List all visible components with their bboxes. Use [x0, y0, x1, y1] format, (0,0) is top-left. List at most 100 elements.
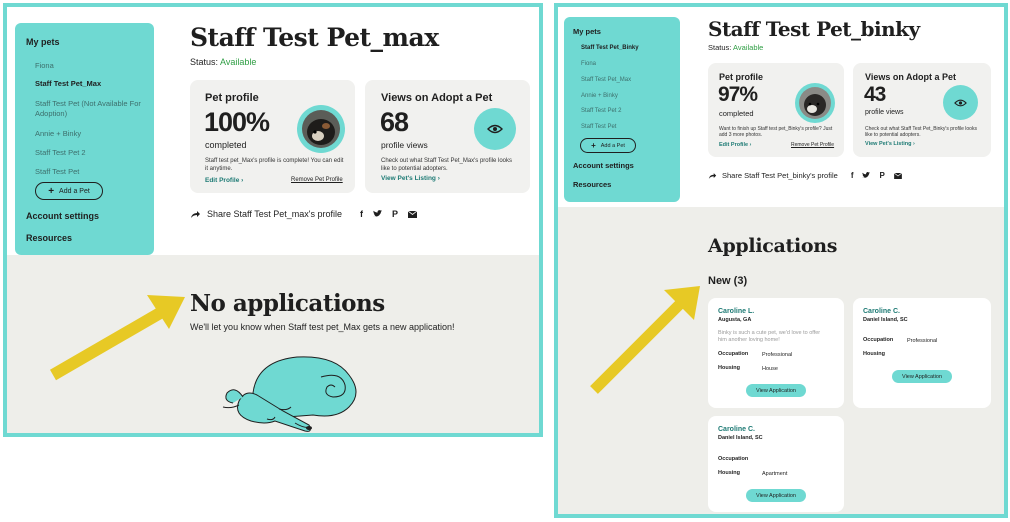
profile-completion-label: completed — [205, 140, 247, 150]
pet-profile-card-title: Pet profile — [205, 92, 259, 104]
sidebar-item-staff-test-pet-max[interactable]: Staff Test Pet_Max — [581, 77, 632, 83]
occupation-value: Professional — [762, 352, 793, 358]
add-pet-label: Add a Pet — [600, 142, 625, 149]
view-application-button[interactable]: View Application — [746, 489, 806, 502]
views-description: Check out what Staff Test Pet_Max's prof… — [381, 158, 512, 172]
dog-photo — [799, 87, 831, 119]
edit-profile-link[interactable]: Edit Profile › — [205, 177, 244, 184]
share-row: Share Staff Test Pet_max's profile f P — [190, 209, 417, 219]
sidebar-item-staff-test-pet-not-available[interactable]: Staff Test Pet (Not Available For — [35, 99, 141, 108]
share-text[interactable]: Share Staff Test Pet_binky's profile — [722, 171, 838, 180]
applicant-name[interactable]: Caroline L. — [718, 308, 755, 315]
sidebar-item-staff-test-pet-2[interactable]: Staff Test Pet 2 — [35, 148, 86, 157]
pet-avatar — [297, 105, 345, 153]
sidebar-item-fiona[interactable]: Fiona — [35, 61, 54, 70]
page-title: Staff Test Pet_binky — [708, 17, 920, 41]
sleeping-dog-illustration — [222, 356, 357, 432]
sidebar-item-annie-binky[interactable]: Annie + Binky — [35, 129, 82, 138]
pinterest-icon[interactable]: P — [391, 209, 398, 219]
status-value: Available — [733, 43, 764, 52]
pet-profile-card: Pet profile 100% completed Staff test pe… — [190, 80, 355, 193]
remove-pet-profile-link[interactable]: Remove Pet Profile — [791, 142, 835, 148]
sidebar-item-staff-test-pet[interactable]: Staff Test Pet — [35, 167, 80, 176]
sidebar-item-staff-test-pet-not-available-cont[interactable]: Adoption) — [35, 109, 68, 118]
edit-profile-link[interactable]: Edit Profile › — [719, 142, 752, 148]
new-applications-count: New (3) — [708, 275, 748, 287]
sidebar-account-settings[interactable]: Account settings — [26, 211, 100, 221]
profile-views-label: profile views — [381, 140, 428, 150]
share-icons: f P — [851, 171, 902, 180]
applications-title: Applications — [708, 235, 838, 257]
occupation-label: Occupation — [863, 337, 894, 343]
profile-completion-percent: 100% — [204, 107, 270, 137]
view-pets-listing-link[interactable]: View Pet's Listing › — [381, 175, 440, 182]
twitter-icon[interactable] — [372, 210, 382, 218]
share-arrow-icon — [191, 210, 200, 218]
occupation-label: Occupation — [718, 456, 749, 462]
views-description: Check out what Staff Test Pet_Binky's pr… — [865, 126, 977, 139]
pet-profile-description: Want to finish up Staff test pet_Binky's… — [719, 126, 833, 139]
remove-pet-profile-link[interactable]: Remove Pet Profile — [291, 177, 343, 183]
eye-icon[interactable] — [943, 85, 978, 120]
applicant-location: Augusta, GA — [718, 317, 752, 323]
no-applications-title: No applications — [190, 290, 385, 317]
pet-profile-card: Pet profile 97% completed Want to finish… — [708, 63, 844, 157]
housing-value: Apartment — [762, 471, 788, 477]
view-application-button[interactable]: View Application — [892, 370, 952, 383]
pointer-arrow-icon — [49, 295, 185, 381]
applicant-location: Daniel Island, SC — [718, 435, 763, 441]
facebook-icon[interactable]: f — [850, 171, 854, 180]
applicant-location: Daniel Island, SC — [863, 317, 908, 323]
sidebar-resources[interactable]: Resources — [573, 180, 612, 189]
profile-completion-label: completed — [719, 109, 754, 118]
sidebar-resources[interactable]: Resources — [26, 233, 73, 243]
sidebar-item-staff-test-pet-2[interactable]: Staff Test Pet 2 — [581, 108, 622, 114]
sidebar-item-staff-test-pet[interactable]: Staff Test Pet — [581, 124, 617, 130]
dog-photo — [302, 110, 340, 148]
max-dashboard-screenshot: My pets Fiona Staff Test Pet_Max Staff T… — [3, 3, 543, 437]
applicant-name[interactable]: Caroline C. — [718, 426, 755, 433]
status-value: Available — [220, 57, 257, 67]
plus-icon: + — [48, 185, 55, 197]
views-card-title: Views on Adopt a Pet — [381, 92, 493, 104]
view-pets-listing-link[interactable]: View Pet's Listing › — [865, 141, 915, 147]
view-application-button[interactable]: View Application — [746, 384, 806, 397]
sidebar-heading-my-pets[interactable]: My pets — [573, 27, 601, 36]
status-label: Status: — [190, 57, 219, 67]
pet-profile-description: Staff test pet_Max's profile is complete… — [205, 158, 344, 172]
pets-sidebar: My pets Fiona Staff Test Pet_Max Staff T… — [15, 23, 154, 255]
profile-completion-percent: 97% — [718, 83, 758, 106]
facebook-icon[interactable]: f — [359, 209, 363, 219]
email-icon[interactable] — [893, 172, 902, 179]
add-pet-button[interactable]: + Add a Pet — [580, 138, 636, 153]
profile-views-label: profile views — [865, 109, 904, 116]
add-pet-button[interactable]: + Add a Pet — [35, 182, 103, 200]
application-card[interactable]: Caroline C. Daniel Island, SC Occupation… — [853, 298, 991, 408]
sidebar-heading-my-pets[interactable]: My pets — [26, 37, 60, 47]
housing-value: House — [762, 366, 778, 372]
sidebar-item-fiona[interactable]: Fiona — [581, 61, 597, 67]
share-arrow-icon — [708, 172, 717, 179]
sidebar-item-annie-binky[interactable]: Annie + Binky — [581, 93, 618, 99]
profile-views-count: 68 — [380, 107, 409, 137]
no-applications-description: We'll let you know when Staff test pet_M… — [190, 322, 455, 332]
pet-profile-card-title: Pet profile — [719, 72, 764, 82]
occupation-value: Professional — [907, 338, 938, 344]
application-card[interactable]: Caroline C. Daniel Island, SC Occupation… — [708, 416, 844, 512]
applicant-message: Binky is such a cute pet, we'd love to o… — [718, 330, 821, 344]
status-line: Status: Available — [708, 43, 763, 52]
views-card-title: Views on Adopt a Pet — [865, 72, 957, 82]
sidebar-account-settings[interactable]: Account settings — [573, 161, 634, 170]
application-card[interactable]: Caroline L. Augusta, GA Binky is such a … — [708, 298, 844, 408]
views-card: Views on Adopt a Pet 68 profile views Ch… — [365, 80, 530, 193]
pinterest-icon[interactable]: P — [879, 171, 885, 180]
page-title: Staff Test Pet_max — [190, 23, 439, 52]
twitter-icon[interactable] — [862, 172, 871, 179]
eye-icon[interactable] — [474, 108, 516, 150]
status-label: Status: — [708, 43, 732, 52]
email-icon[interactable] — [407, 210, 417, 218]
sidebar-item-staff-test-pet-binky[interactable]: Staff Test Pet_Binky — [581, 45, 639, 51]
share-text[interactable]: Share Staff Test Pet_max's profile — [207, 209, 342, 219]
applicant-name[interactable]: Caroline C. — [863, 308, 900, 315]
sidebar-item-staff-test-pet-max[interactable]: Staff Test Pet_Max — [35, 79, 102, 88]
